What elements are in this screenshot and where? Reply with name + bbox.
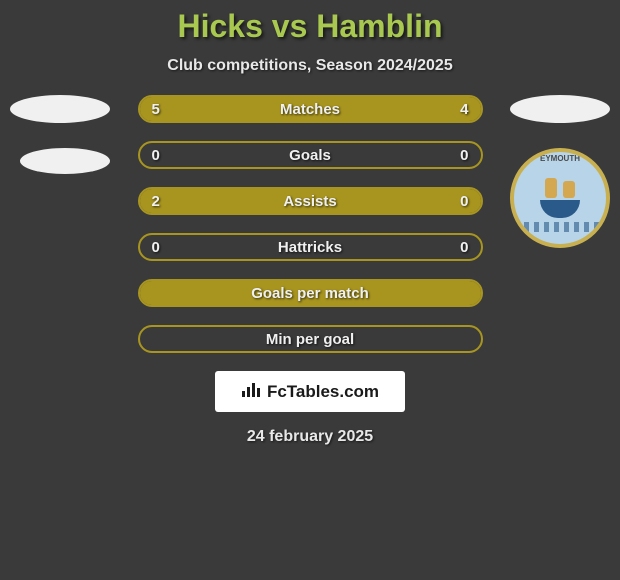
stat-value-right: 0 [460, 239, 468, 256]
stat-value-right: 0 [460, 147, 468, 164]
stat-label: Goals per match [251, 285, 369, 302]
footer-logo: FcTables.com [215, 371, 405, 412]
stat-value-left: 5 [152, 101, 160, 118]
stat-label: Assists [283, 193, 336, 210]
stat-label: Hattricks [278, 239, 342, 256]
crest-waves [514, 222, 606, 232]
stat-label: Min per goal [266, 331, 354, 348]
stat-label: Matches [280, 101, 340, 118]
player-right-column: EYMOUTH [510, 95, 610, 268]
stats-area: EYMOUTH 5 Matches 4 0 Goals 0 2 Assists 0 0 Hattri… [0, 95, 620, 353]
bar-fill-left [140, 189, 403, 213]
crest-circle: EYMOUTH [510, 148, 610, 248]
page-subtitle: Club competitions, Season 2024/2025 [167, 57, 452, 75]
crest-ship-icon [530, 178, 590, 218]
footer-date: 24 february 2025 [247, 428, 373, 446]
stat-bar: Goals per match [138, 279, 483, 307]
stats-bars: 5 Matches 4 0 Goals 0 2 Assists 0 0 Hattricks 0 Goal… [138, 95, 483, 353]
player1-club-placeholder [20, 148, 110, 174]
crest-text: EYMOUTH [514, 154, 606, 163]
stat-bar: 5 Matches 4 [138, 95, 483, 123]
player-left-column [10, 95, 110, 174]
stat-bar: 0 Goals 0 [138, 141, 483, 169]
stat-value-left: 2 [152, 193, 160, 210]
chart-icon [241, 381, 261, 402]
stat-bar: 0 Hattricks 0 [138, 233, 483, 261]
stat-label: Goals [289, 147, 331, 164]
stat-value-left: 0 [152, 239, 160, 256]
stat-bar: Min per goal [138, 325, 483, 353]
stat-value-right: 4 [460, 101, 468, 118]
footer-logo-text: FcTables.com [267, 382, 379, 402]
main-container: Hicks vs Hamblin Club competitions, Seas… [0, 0, 620, 580]
player2-avatar-placeholder [510, 95, 610, 123]
player1-avatar-placeholder [10, 95, 110, 123]
bar-fill-right [327, 97, 480, 121]
page-title: Hicks vs Hamblin [178, 8, 443, 45]
player2-club-crest: EYMOUTH [510, 148, 610, 268]
stat-value-right: 0 [460, 193, 468, 210]
stat-bar: 2 Assists 0 [138, 187, 483, 215]
stat-value-left: 0 [152, 147, 160, 164]
